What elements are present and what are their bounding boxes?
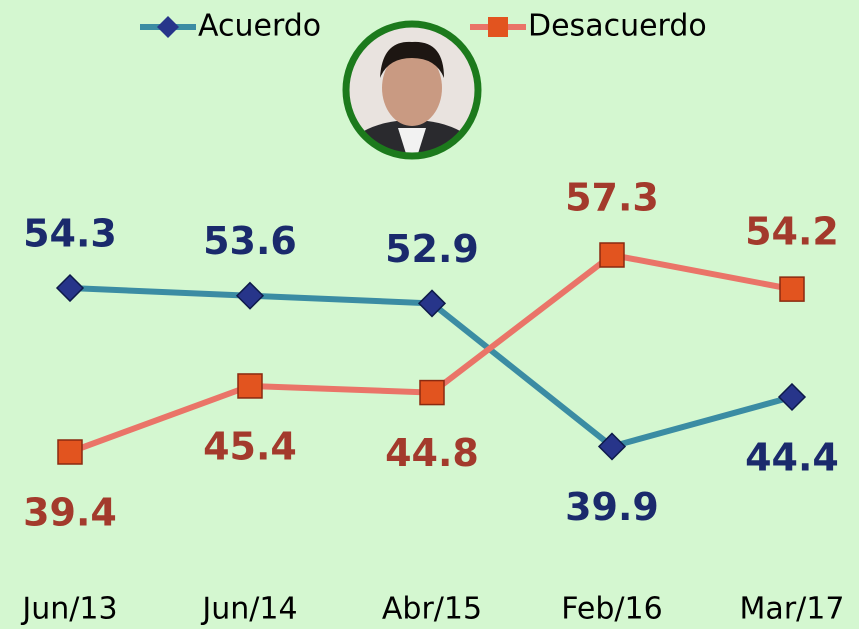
- value-label: 54.2: [745, 210, 839, 254]
- x-tick-label: Mar/17: [740, 592, 845, 627]
- value-label: 57.3: [565, 176, 659, 220]
- value-label: 39.4: [23, 491, 117, 535]
- marker: [780, 277, 804, 301]
- legend-label: Acuerdo: [198, 9, 321, 44]
- value-label: 45.4: [203, 424, 297, 468]
- marker: [600, 243, 624, 267]
- x-tick-label: Feb/16: [561, 592, 662, 627]
- legend-label: Desacuerdo: [528, 9, 707, 44]
- marker: [238, 374, 262, 398]
- value-label: 53.6: [203, 219, 297, 263]
- x-tick-label: Abr/15: [382, 592, 482, 627]
- value-label: 44.8: [385, 431, 479, 475]
- legend-marker: [488, 17, 508, 37]
- marker: [58, 440, 82, 464]
- value-label: 39.9: [565, 485, 659, 529]
- value-label: 54.3: [23, 212, 117, 256]
- value-label: 44.4: [745, 435, 839, 479]
- x-tick-label: Jun/13: [20, 592, 117, 627]
- chart: Jun/13 Jun/14 Abr/15 Feb/16 Mar/17 Acuerdo Des…: [0, 0, 859, 629]
- value-label: 52.9: [385, 227, 479, 271]
- marker: [420, 381, 444, 405]
- x-tick-label: Jun/14: [200, 592, 297, 627]
